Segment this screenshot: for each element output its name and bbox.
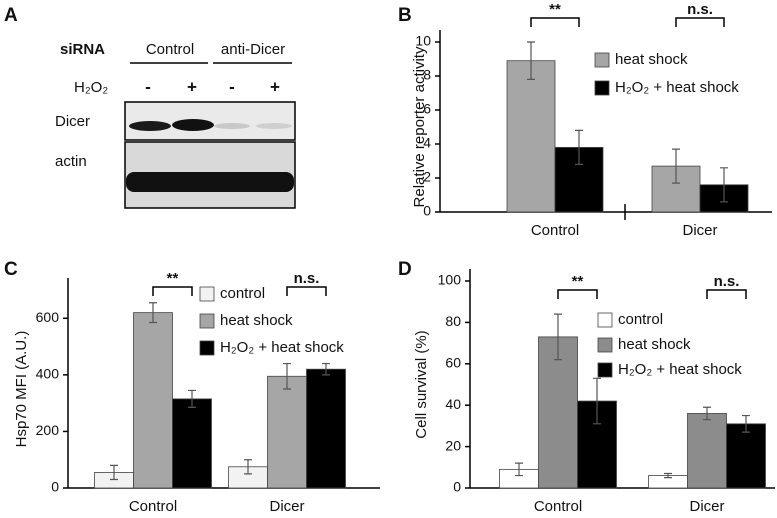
error-bar [703,406,711,421]
legend-swatch [597,362,613,378]
error-bar [515,462,523,477]
group-label: Control [146,41,194,58]
bar [506,60,556,213]
legend-label: H₂O₂ + heat shock [618,361,742,378]
row-label: actin [55,153,87,170]
bar [267,375,307,489]
treatment-label: H₂O₂ [74,79,108,96]
legend-label: control [220,285,265,302]
significance-label: ** [549,1,561,18]
legend-swatch [199,286,215,302]
significance-bracket [675,17,725,27]
y-tick-label: 200 [36,422,60,438]
legend-label: heat shock [615,51,688,68]
y-tick-label: 10 [415,33,431,49]
y-tick-label: 6 [423,101,431,117]
legend-label: H₂O₂ + heat shock [220,339,344,356]
y-tick-label: 20 [445,437,461,453]
y-tick-label: 100 [438,272,462,288]
error-bar [575,129,583,165]
row-label: Dicer [55,113,90,130]
error-bar [554,313,562,361]
legend-swatch [597,312,613,328]
error-bar [527,41,535,80]
significance-bracket [557,289,598,299]
y-axis-title: Cell survival (%) [413,330,430,438]
significance-label: ** [572,273,584,290]
lane-label: - [229,77,235,96]
blot-band [172,119,214,131]
blot-band [126,172,294,192]
error-bar [110,464,118,481]
y-tick-label: 60 [445,355,461,371]
error-bar [742,414,750,433]
x-tick-label: Control [129,498,177,515]
x-tick-label: Dicer [689,498,724,515]
error-bar [244,459,252,475]
significance-bracket [152,286,193,296]
y-tick-label: 0 [453,479,461,495]
group-label: anti-Dicer [221,41,285,58]
significance-label: n.s. [714,273,740,290]
y-tick-label: 0 [423,203,431,219]
y-tick-label: 4 [423,135,431,151]
bar [726,423,766,489]
blot-box [124,101,296,141]
x-tick-label: Control [531,222,579,239]
error-bar [322,362,330,376]
significance-bracket [706,289,747,299]
panel-letter: C [4,259,18,280]
blot-band [214,123,250,129]
significance-label: ** [167,270,179,287]
x-tick-label: Control [534,498,582,515]
significance-bracket [286,286,327,296]
panel-letter: D [398,259,412,280]
legend-swatch [594,52,610,68]
error-bar [149,302,157,324]
error-bar [664,472,672,479]
legend-label: heat shock [220,312,293,329]
legend-swatch [597,337,613,353]
lane-label: + [270,77,280,96]
significance-label: n.s. [687,1,713,18]
y-tick-label: 0 [51,479,59,495]
row-header: siRNA [60,41,105,58]
y-axis-title: Hsp70 MFI (A.U.) [13,331,30,448]
error-bar [672,148,680,184]
bar [538,336,578,489]
bar [172,398,212,489]
legend-label: H₂O₂ + heat shock [615,79,739,96]
significance-label: n.s. [294,270,320,287]
error-bar [720,167,728,203]
y-tick-label: 400 [36,366,60,382]
x-tick-label: Dicer [682,222,717,239]
panel-letter: A [4,5,18,26]
legend-swatch [199,340,215,356]
y-tick-label: 2 [423,169,431,185]
lane-label: - [145,77,151,96]
lane-label: + [187,77,197,96]
blot-band [256,123,292,129]
legend-swatch [199,313,215,329]
significance-bracket [530,17,580,27]
bar [306,368,346,489]
x-tick-label: Dicer [269,498,304,515]
panel-letter: B [398,5,412,26]
y-tick-label: 40 [445,396,461,412]
y-tick-label: 600 [36,309,60,325]
legend-label: control [618,311,663,328]
error-bar [593,377,601,425]
y-axis-title: Relative reporter activity [411,46,428,207]
y-tick-label: 80 [445,313,461,329]
error-bar [283,362,291,390]
blot-band [129,121,171,131]
bar [133,312,173,489]
legend-label: heat shock [618,336,691,353]
error-bar [188,389,196,408]
bar [687,413,727,489]
legend-swatch [594,80,610,96]
y-tick-label: 8 [423,67,431,83]
